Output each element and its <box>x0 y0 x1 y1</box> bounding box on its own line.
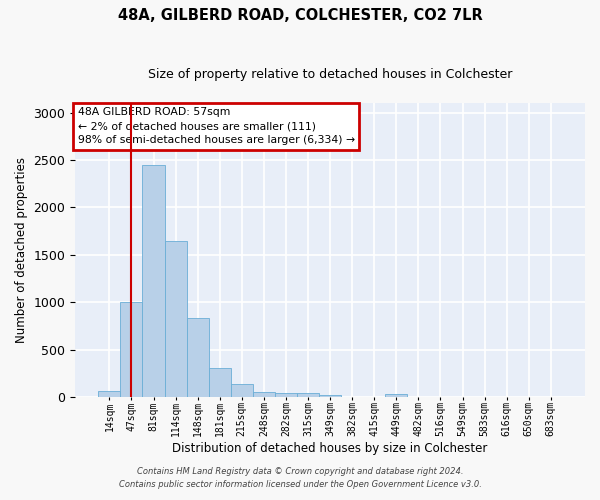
Bar <box>275 393 297 397</box>
Text: 48A, GILBERD ROAD, COLCHESTER, CO2 7LR: 48A, GILBERD ROAD, COLCHESTER, CO2 7LR <box>118 8 482 22</box>
Text: 48A GILBERD ROAD: 57sqm
← 2% of detached houses are smaller (111)
98% of semi-de: 48A GILBERD ROAD: 57sqm ← 2% of detached… <box>78 108 355 146</box>
Bar <box>319 394 341 397</box>
Bar <box>209 368 231 397</box>
Bar <box>297 393 319 397</box>
Text: Contains HM Land Registry data © Crown copyright and database right 2024.
Contai: Contains HM Land Registry data © Crown c… <box>119 468 481 489</box>
Bar <box>142 164 164 397</box>
Title: Size of property relative to detached houses in Colchester: Size of property relative to detached ho… <box>148 68 512 82</box>
Bar <box>121 302 142 397</box>
Bar <box>385 394 407 397</box>
Bar <box>164 240 187 397</box>
Y-axis label: Number of detached properties: Number of detached properties <box>15 157 28 343</box>
Bar <box>187 318 209 397</box>
Bar <box>253 392 275 397</box>
Bar <box>98 392 121 397</box>
X-axis label: Distribution of detached houses by size in Colchester: Distribution of detached houses by size … <box>172 442 488 455</box>
Bar <box>231 384 253 397</box>
